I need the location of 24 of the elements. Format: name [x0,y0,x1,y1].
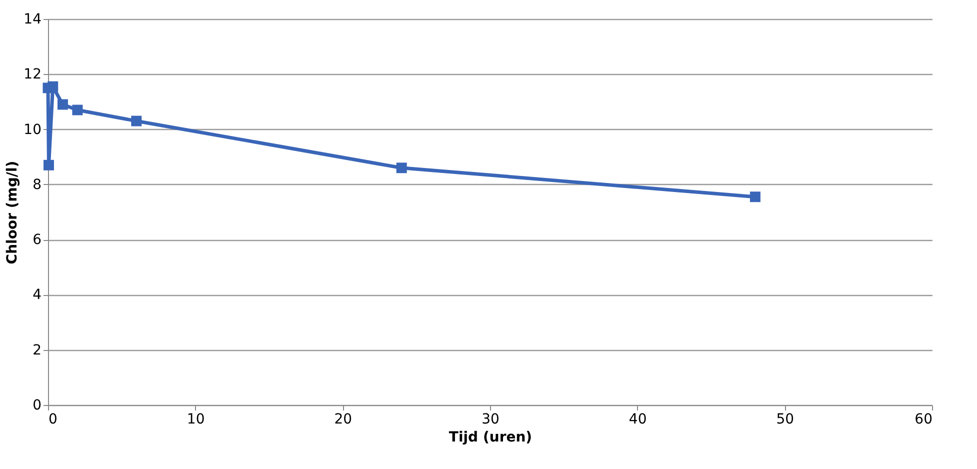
point [43,160,54,170]
x-tick-label: 40 [628,412,647,428]
y-axis-title: Chloor (mg/l) [4,160,21,264]
y-tick-label: 4 [32,287,42,304]
point [131,116,142,126]
y-tick-label: 10 [24,122,42,138]
x-axis-title: Tijd (uren) [448,430,532,446]
point [72,104,83,116]
point [396,162,407,174]
x-tick-label: 30 [482,412,500,428]
point [57,99,68,110]
x-tick-label: 60 [914,412,932,428]
y-tick-label: 8 [32,176,42,193]
y-tick-label: 12 [24,66,42,83]
point [48,81,58,92]
x-tick-label: 20 [334,412,352,428]
y-tick-label: 14 [24,12,42,28]
x-tick-label: 10 [186,412,205,428]
y-tick-label: 6 [32,232,42,248]
x-tick-label: 50 [776,412,794,428]
y-tick-label: 2 [32,342,42,358]
x-tick-label: 0 [48,412,58,428]
point [750,192,760,202]
y-tick-label: 0 [32,398,42,414]
